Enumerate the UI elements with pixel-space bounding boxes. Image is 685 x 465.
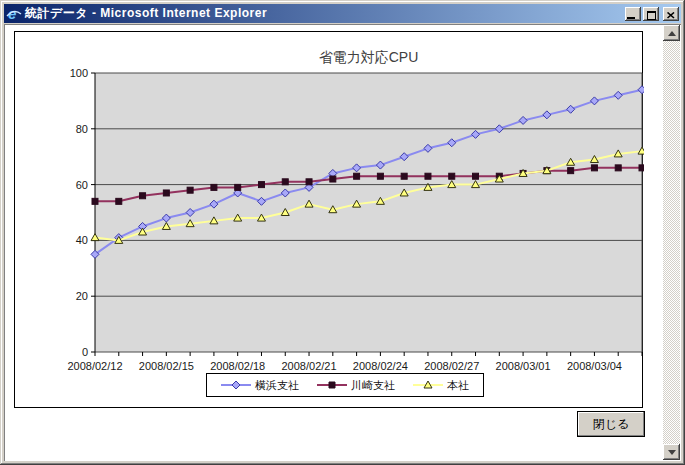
diamond-marker-icon bbox=[221, 379, 251, 391]
series-marker-kawasaki bbox=[568, 168, 574, 174]
series-marker-kawasaki bbox=[140, 193, 146, 199]
maximize-button[interactable] bbox=[643, 7, 659, 21]
series-marker-kawasaki bbox=[187, 187, 193, 193]
chart-panel: 0 20 40 60 80 100 2008/02/12 2008/02/15 2008/02/… bbox=[14, 31, 643, 408]
plot-area bbox=[95, 73, 642, 352]
series-marker-kawasaki bbox=[258, 182, 264, 188]
series-marker-kawasaki bbox=[449, 173, 455, 179]
scroll-down-button[interactable] bbox=[663, 444, 680, 460]
ie-window: e 統計データ - Microsoft Internet Explorer 0 2… bbox=[0, 0, 685, 465]
minimize-button[interactable] bbox=[625, 7, 641, 21]
x-axis-label: 2008/03/01 bbox=[496, 360, 551, 372]
series-marker-kawasaki bbox=[235, 184, 241, 190]
square-marker-icon bbox=[317, 379, 347, 391]
down-arrow-icon bbox=[668, 450, 676, 455]
series-marker-kawasaki bbox=[591, 165, 597, 171]
series-marker-kawasaki bbox=[615, 165, 621, 171]
close-icon bbox=[667, 12, 675, 19]
series-marker-kawasaki bbox=[116, 198, 122, 204]
series-marker-kawasaki bbox=[377, 173, 383, 179]
series-marker-kawasaki bbox=[330, 176, 336, 182]
legend-label: 川崎支社 bbox=[351, 378, 395, 393]
close-dialog-button[interactable]: 閉じる bbox=[577, 411, 645, 437]
triangle-marker-icon bbox=[413, 379, 443, 391]
series-marker-kawasaki bbox=[639, 165, 644, 171]
chart-title: 省電力対応CPU bbox=[319, 49, 419, 65]
vertical-scrollbar[interactable] bbox=[663, 25, 680, 460]
legend-label: 本社 bbox=[447, 378, 469, 393]
y-axis-label: 80 bbox=[76, 123, 88, 135]
line-chart: 0 20 40 60 80 100 2008/02/12 2008/02/15 2008/02/… bbox=[15, 32, 644, 407]
series-marker-kawasaki bbox=[92, 198, 98, 204]
series-marker-kawasaki bbox=[425, 173, 431, 179]
series-marker-kawasaki bbox=[473, 173, 479, 179]
scroll-up-button[interactable] bbox=[663, 25, 680, 41]
series-marker-kawasaki bbox=[282, 179, 288, 185]
y-axis-label: 40 bbox=[76, 234, 88, 246]
window-controls bbox=[625, 7, 679, 21]
window-close-button[interactable] bbox=[663, 7, 679, 21]
chart-legend: 横浜支社 川崎支社 本社 bbox=[206, 373, 484, 397]
series-marker-kawasaki bbox=[211, 184, 217, 190]
minimize-icon bbox=[627, 17, 635, 19]
series-marker-kawasaki bbox=[163, 190, 169, 196]
legend-label: 横浜支社 bbox=[255, 378, 299, 393]
legend-item-honsha: 本社 bbox=[413, 378, 469, 393]
x-axis-label: 2008/02/15 bbox=[139, 360, 194, 372]
maximize-icon bbox=[647, 11, 656, 20]
x-axis-label: 2008/02/18 bbox=[210, 360, 265, 372]
series-marker-kawasaki bbox=[306, 179, 312, 185]
content-area: 0 20 40 60 80 100 2008/02/12 2008/02/15 2008/02/… bbox=[4, 24, 681, 461]
scrollbar-track[interactable] bbox=[663, 41, 680, 444]
series-marker-kawasaki bbox=[354, 173, 360, 179]
series-marker-kawasaki bbox=[401, 173, 407, 179]
y-axis-label: 0 bbox=[82, 346, 88, 358]
window-title: 統計データ - Microsoft Internet Explorer bbox=[25, 5, 621, 22]
legend-item-kawasaki: 川崎支社 bbox=[317, 378, 395, 393]
legend-item-yokohama: 横浜支社 bbox=[221, 378, 299, 393]
internet-explorer-icon: e bbox=[6, 6, 22, 22]
x-axis-label: 2008/02/24 bbox=[353, 360, 408, 372]
x-axis-label: 2008/03/04 bbox=[567, 360, 622, 372]
x-axis-label: 2008/02/21 bbox=[282, 360, 337, 372]
up-arrow-icon bbox=[668, 31, 676, 36]
title-bar[interactable]: e 統計データ - Microsoft Internet Explorer bbox=[4, 4, 681, 23]
y-axis-label: 20 bbox=[76, 290, 88, 302]
x-axis-label: 2008/02/27 bbox=[424, 360, 479, 372]
x-axis-label: 2008/02/12 bbox=[67, 360, 122, 372]
y-axis-label: 60 bbox=[76, 179, 88, 191]
y-axis-label: 100 bbox=[70, 67, 88, 79]
